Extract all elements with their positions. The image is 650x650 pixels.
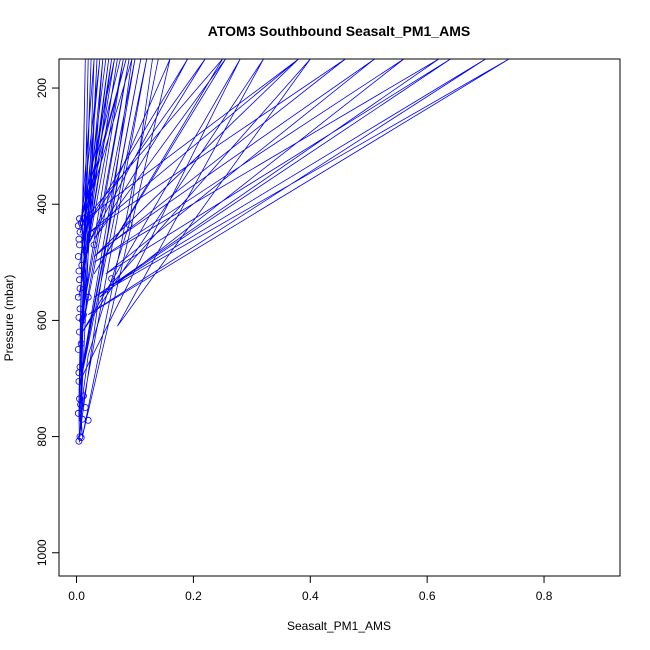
data-point: [84, 293, 92, 301]
data-point: [75, 267, 83, 275]
data-point: [74, 253, 82, 260]
data-point: [74, 293, 82, 301]
x-tick-label: 0.6: [419, 589, 436, 603]
series-line-0: [79, 59, 510, 437]
data-point: [80, 311, 87, 319]
data-point: [84, 416, 92, 424]
data-point: [125, 221, 133, 229]
y-tick-label: 800: [35, 426, 49, 446]
data-point: [76, 285, 84, 292]
data-point: [81, 247, 89, 255]
data-point: [76, 276, 83, 284]
data-point: [78, 261, 86, 269]
y-axis-label: Pressure (mbar): [2, 275, 16, 362]
plot-frame: [58, 58, 621, 577]
data-point: [87, 229, 95, 237]
data-point: [77, 401, 84, 409]
data-point: [74, 409, 82, 417]
y-tick-label: 400: [35, 194, 49, 214]
y-tick-label: 600: [35, 310, 49, 330]
series-layer: [78, 59, 510, 443]
x-tick-label: 0.8: [536, 589, 553, 603]
x-axis-label: Seasalt_PM1_AMS: [287, 619, 391, 633]
y-tick-label: 1000: [35, 539, 49, 566]
x-tick-label: 0.4: [302, 589, 319, 603]
data-point: [76, 215, 83, 223]
data-point: [76, 328, 83, 336]
x-tick-label: 0.2: [185, 589, 202, 603]
data-point: [83, 212, 91, 220]
data-point: [108, 275, 115, 283]
x-tick-label: 0.0: [68, 589, 85, 603]
data-point: [76, 433, 84, 441]
data-point: [75, 235, 83, 243]
data-point: [76, 305, 84, 313]
marker-layer: [74, 212, 133, 445]
data-point: [75, 377, 83, 385]
y-axis: 200 400 600 800 1000: [35, 78, 60, 566]
data-point: [75, 369, 83, 377]
data-point: [77, 219, 85, 227]
chart-title: ATOM3 Southbound Seasalt_PM1_AMS: [208, 23, 470, 39]
data-point: [75, 437, 83, 445]
data-point: [77, 434, 85, 442]
data-point: [74, 345, 82, 353]
data-point: [76, 228, 84, 236]
data-point: [90, 241, 98, 249]
x-axis: 0.0 0.2 0.4 0.6 0.8: [68, 575, 553, 603]
data-point: [77, 340, 85, 348]
y-tick-label: 200: [35, 78, 49, 98]
